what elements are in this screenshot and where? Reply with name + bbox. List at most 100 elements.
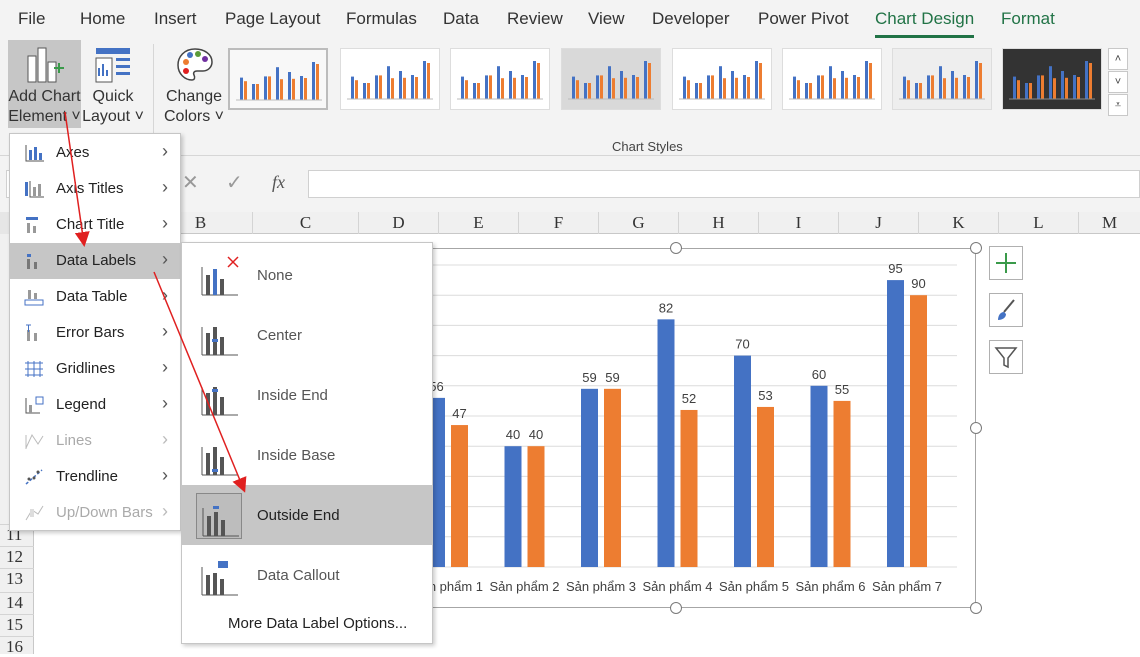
menu-item-data-table[interactable]: Data Table ›: [10, 279, 180, 315]
resize-handle[interactable]: [970, 602, 982, 614]
row-header[interactable]: 16: [0, 636, 34, 656]
column-header[interactable]: E: [438, 212, 518, 234]
chart-style-2[interactable]: [340, 48, 440, 110]
add-chart-element-button[interactable]: Add Chart Element ˅: [8, 40, 81, 128]
thumb-bar: [513, 77, 516, 99]
tab-review[interactable]: Review: [507, 9, 563, 28]
gallery-more-button[interactable]: ⩡: [1108, 94, 1128, 116]
formula-input[interactable]: [308, 170, 1140, 198]
tab-home[interactable]: Home: [80, 9, 126, 28]
bar-series2[interactable]: [833, 400, 851, 567]
row-header[interactable]: 12: [0, 546, 34, 568]
chart-style-1[interactable]: [228, 48, 328, 110]
column-header[interactable]: I: [758, 212, 838, 234]
menu-item-legend[interactable]: Legend ›: [10, 387, 180, 423]
thumb-bar: [379, 75, 382, 99]
chart-style-7[interactable]: [892, 48, 992, 110]
column-header[interactable]: H: [678, 212, 758, 234]
chart-styles-button[interactable]: [989, 293, 1023, 327]
chart-style-8[interactable]: [1002, 48, 1102, 110]
bar-series2[interactable]: [680, 409, 698, 567]
data-label: 90: [911, 276, 925, 291]
thumb-bar: [817, 75, 820, 99]
chart-area[interactable]: 56 47 Sản phẩm 1 40 40 Sản phẩm 2 59 59 Sản phẩm…: [376, 248, 976, 608]
thumb-bar: [252, 84, 255, 100]
submenu-item-center[interactable]: Center: [182, 305, 432, 365]
chart-style-4[interactable]: [561, 48, 661, 110]
resize-handle[interactable]: [970, 242, 982, 254]
column-header[interactable]: C: [252, 212, 358, 234]
chart-style-3[interactable]: [450, 48, 550, 110]
bar-series2[interactable]: [604, 388, 621, 567]
bar-series1[interactable]: [810, 385, 828, 567]
thumb-bar: [415, 77, 418, 99]
submenu-item-none[interactable]: None: [182, 245, 432, 305]
bar-series1[interactable]: [581, 388, 598, 567]
chart-elements-button[interactable]: [989, 246, 1023, 280]
resize-handle[interactable]: [670, 242, 682, 254]
resize-handle[interactable]: [970, 422, 982, 434]
tab-format[interactable]: Format: [1001, 9, 1055, 28]
tab-page-layout[interactable]: Page Layout: [225, 9, 321, 28]
tab-file[interactable]: File: [18, 9, 46, 28]
gallery-up-button[interactable]: ˄: [1108, 48, 1128, 70]
tab-chart-design[interactable]: Chart Design: [875, 9, 975, 38]
thumb-bar: [244, 81, 247, 100]
menu-item-axis-titles[interactable]: Axis Titles ›: [10, 171, 180, 207]
row-header[interactable]: 13: [0, 568, 34, 592]
tab-view[interactable]: View: [588, 9, 625, 28]
cancel-icon[interactable]: ✕: [182, 172, 199, 194]
column-header[interactable]: J: [838, 212, 918, 234]
thumb-bar: [809, 83, 812, 99]
data-label: 60: [812, 367, 826, 382]
bar-series2[interactable]: [910, 295, 927, 567]
submenu-item-inside-base[interactable]: Inside Base: [182, 425, 432, 485]
thumb-bar: [387, 66, 390, 99]
row-header[interactable]: 14: [0, 592, 34, 614]
bar-series2[interactable]: [451, 425, 468, 567]
fx-icon[interactable]: fx: [272, 172, 285, 192]
bar-series2[interactable]: [757, 406, 774, 567]
chart-style-6[interactable]: [782, 48, 882, 110]
resize-handle[interactable]: [670, 602, 682, 614]
column-header[interactable]: L: [998, 212, 1078, 234]
chart-filters-button[interactable]: [989, 340, 1023, 374]
bar-series2[interactable]: [527, 446, 545, 567]
tab-insert[interactable]: Insert: [154, 9, 197, 28]
menu-item-chart-title[interactable]: Chart Title ›: [10, 207, 180, 243]
category-label: Sản phẩm 3: [566, 579, 636, 594]
bar-series1[interactable]: [887, 280, 904, 567]
row-header[interactable]: 15: [0, 614, 34, 636]
column-header[interactable]: G: [598, 212, 678, 234]
plus-icon: [996, 253, 1016, 273]
more-data-label-options[interactable]: More Data Label Options...: [228, 615, 408, 632]
tab-data[interactable]: Data: [443, 9, 479, 28]
submenu-item-inside-end[interactable]: Inside End: [182, 365, 432, 425]
bar-series1[interactable]: [657, 319, 675, 567]
thumb-bar: [821, 75, 824, 99]
column-header[interactable]: K: [918, 212, 998, 234]
thumb-bar: [755, 61, 758, 99]
bar-series1[interactable]: [734, 355, 751, 567]
column-header[interactable]: M: [1078, 212, 1140, 234]
menu-item-gridlines[interactable]: Gridlines ›: [10, 351, 180, 387]
menu-item-trendline[interactable]: Trendline ›: [10, 459, 180, 495]
bar-series1[interactable]: [504, 446, 522, 567]
menu-item-data-labels[interactable]: Data Labels ›: [10, 243, 180, 279]
chart-style-5[interactable]: [672, 48, 772, 110]
enter-icon[interactable]: ✓: [226, 172, 243, 194]
menu-item-error-bars[interactable]: Error Bars ›: [10, 315, 180, 351]
column-header[interactable]: F: [518, 212, 598, 234]
tab-developer[interactable]: Developer: [652, 9, 730, 28]
menu-item-axes[interactable]: Axes ›: [10, 135, 180, 171]
submenu-item-outside-end[interactable]: Outside End: [182, 485, 432, 545]
tab-power-pivot[interactable]: Power Pivot: [758, 9, 849, 28]
submenu-item-data-callout[interactable]: Data Callout: [182, 545, 432, 605]
change-colors-button[interactable]: Change Colors ˅: [162, 40, 226, 128]
column-header[interactable]: D: [358, 212, 438, 234]
tab-formulas[interactable]: Formulas: [346, 9, 417, 28]
gallery-down-button[interactable]: ˅: [1108, 71, 1128, 93]
thumb-bar: [264, 76, 267, 100]
thumb-bar: [845, 77, 848, 99]
quick-layout-button[interactable]: Quick Layout ˅: [82, 40, 144, 128]
